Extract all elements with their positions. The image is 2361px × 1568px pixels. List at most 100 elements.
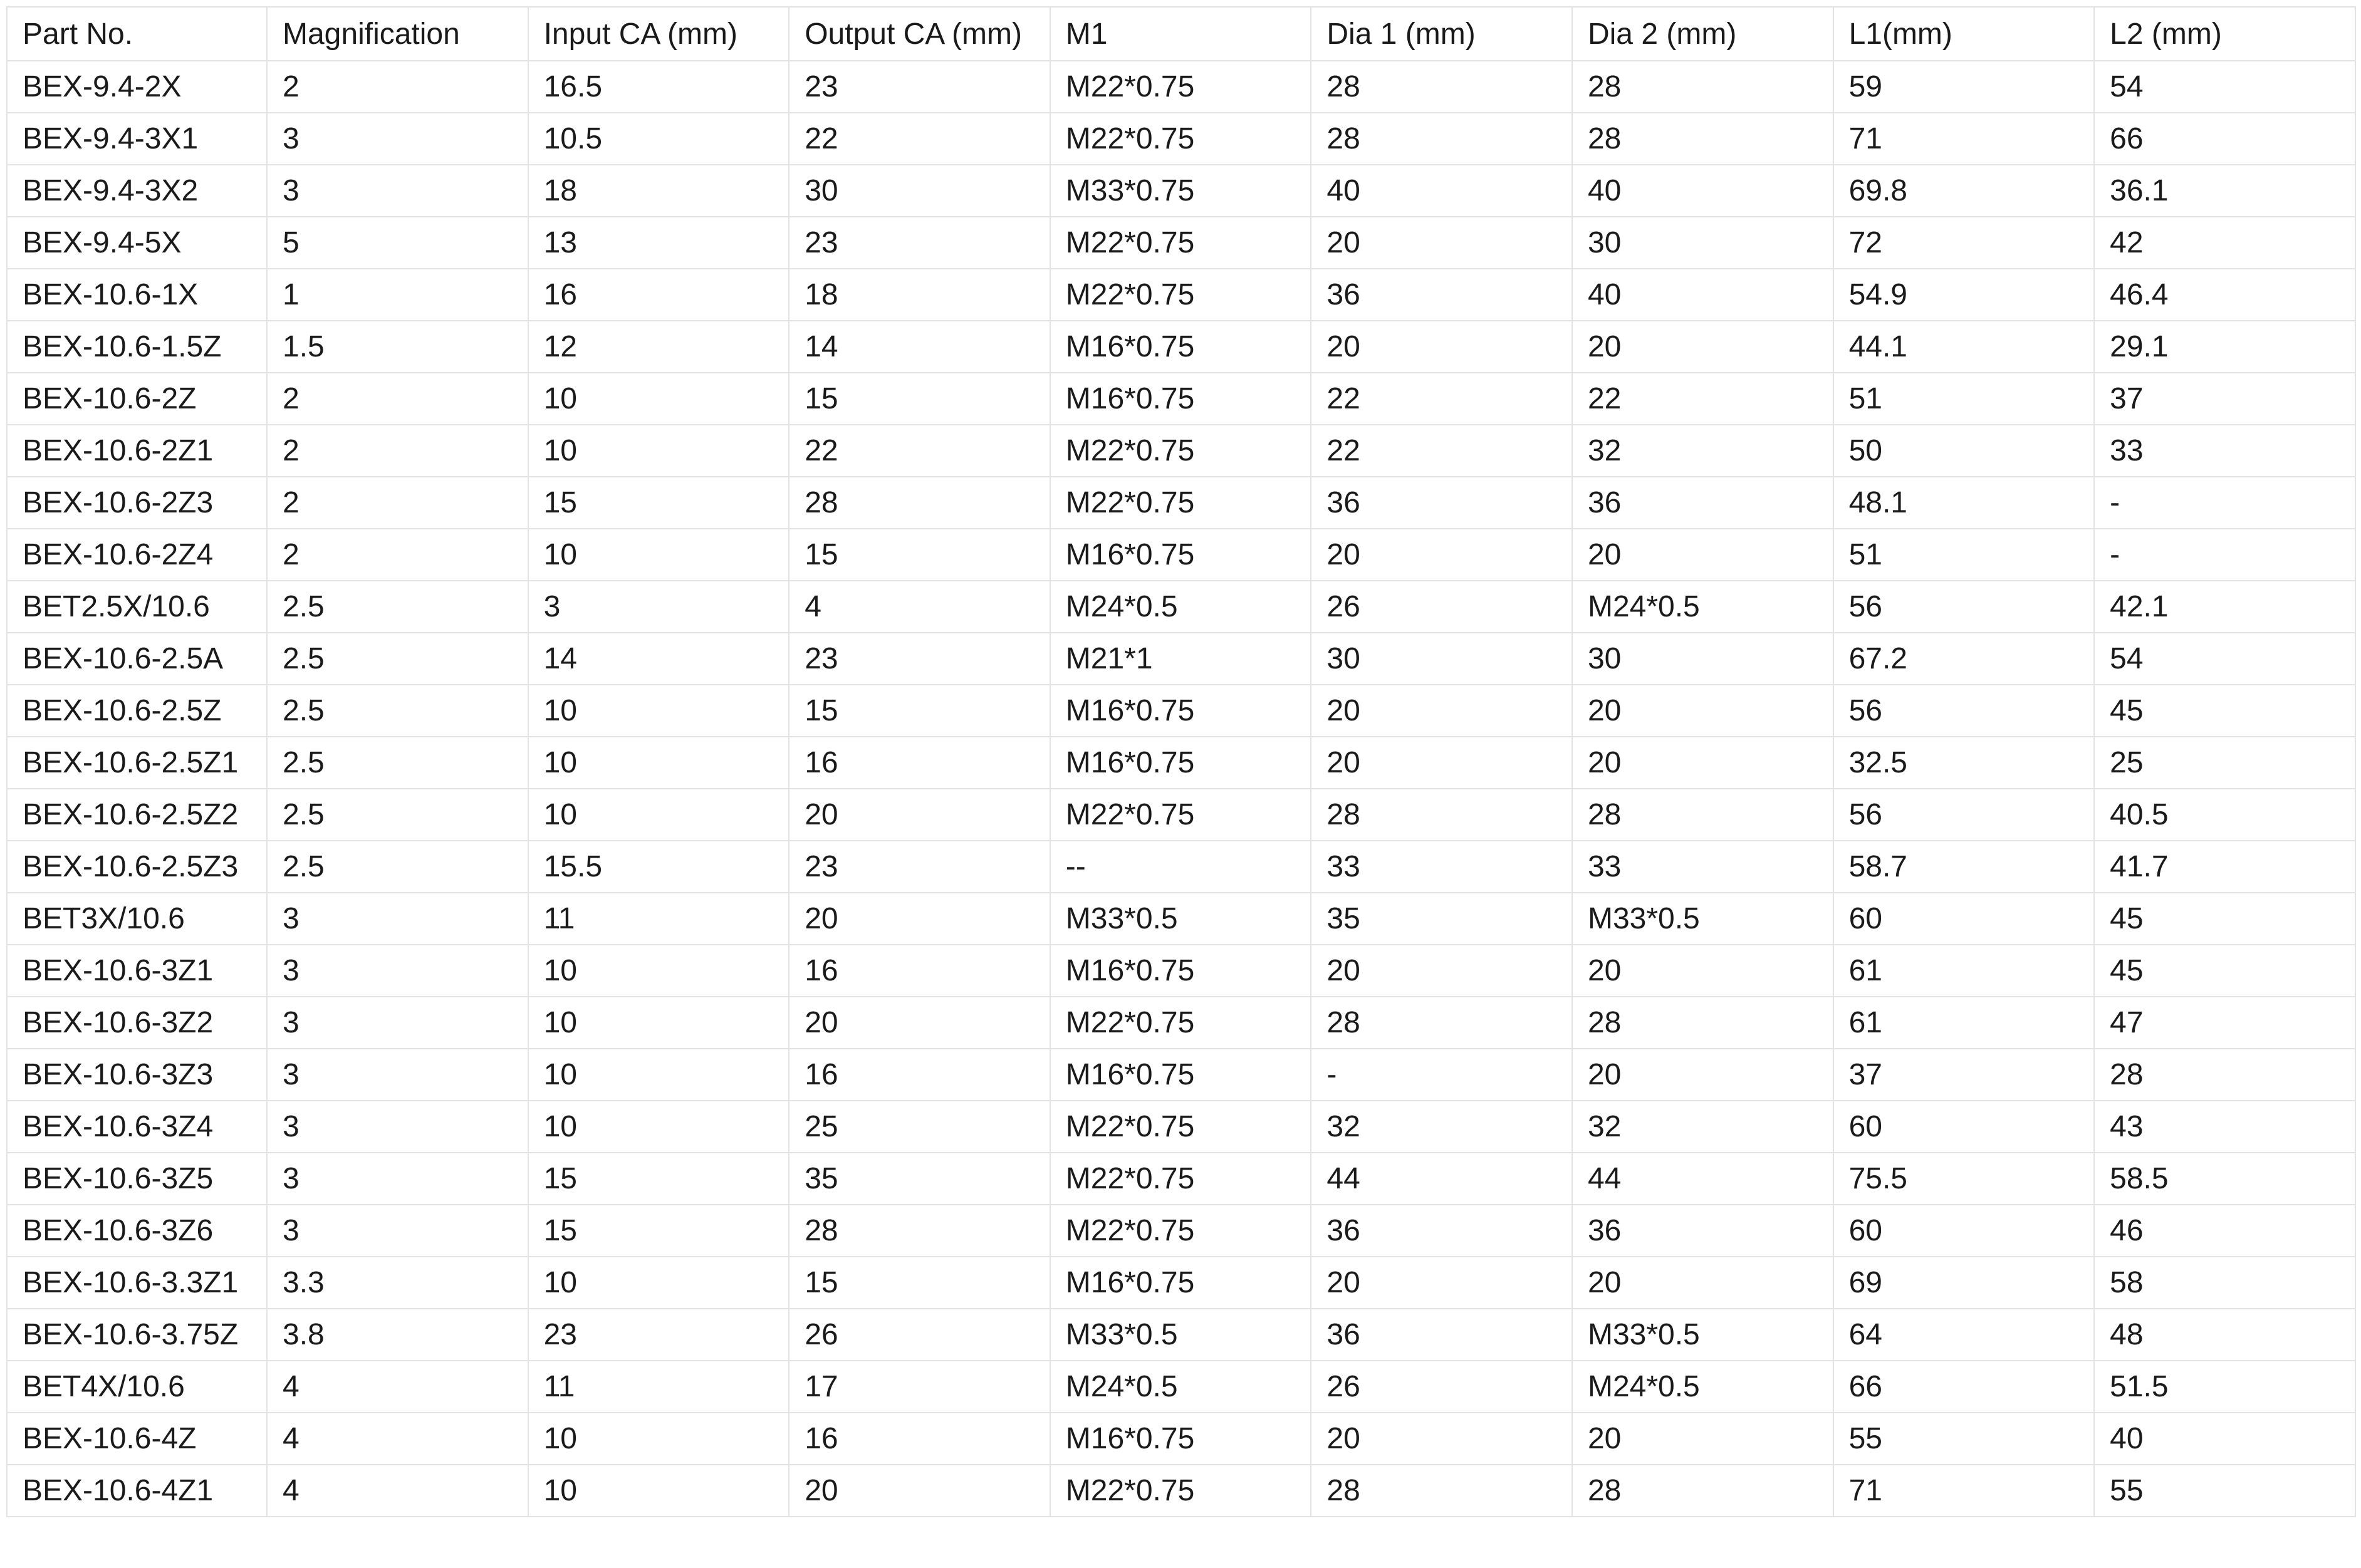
- cell-dia-2: 28: [1571, 996, 1834, 1049]
- cell-m1: M24*0.5: [1049, 580, 1312, 633]
- cell-dia-2: 36: [1571, 1204, 1834, 1257]
- cell-dia-1: 44: [1310, 1152, 1573, 1205]
- cell-part-no: BEX-10.6-2Z: [6, 372, 268, 425]
- cell-dia-1: 22: [1310, 424, 1573, 477]
- cell-input-ca: 15.5: [527, 840, 790, 893]
- cell-magnification: 2.5: [266, 580, 529, 633]
- column-header-magnification: Magnification: [266, 6, 529, 61]
- cell-l1: 50: [1832, 424, 2095, 477]
- cell-l2: 66: [2093, 112, 2356, 165]
- cell-m1: M33*0.5: [1049, 1308, 1312, 1361]
- cell-dia-1: 35: [1310, 892, 1573, 945]
- cell-m1: M22*0.75: [1049, 1100, 1312, 1153]
- table-row: BEX-10.6-4Z1 4 10 20 M22*0.75 28 28 71 55: [6, 1464, 2356, 1517]
- table-row: BEX-10.6-3Z1 3 10 16 M16*0.75 20 20 61 45: [6, 944, 2356, 997]
- cell-dia-1: 36: [1310, 1308, 1573, 1361]
- cell-magnification: 3: [266, 996, 529, 1049]
- cell-magnification: 3: [266, 1152, 529, 1205]
- cell-l2: 42: [2093, 216, 2356, 269]
- cell-dia-1: 20: [1310, 944, 1573, 997]
- table-row: BEX-10.6-3Z2 3 10 20 M22*0.75 28 28 61 47: [6, 996, 2356, 1049]
- cell-input-ca: 10: [527, 736, 790, 789]
- cell-l1: 60: [1832, 1100, 2095, 1153]
- cell-dia-1: 20: [1310, 736, 1573, 789]
- cell-dia-1: 20: [1310, 684, 1573, 737]
- cell-part-no: BEX-10.6-3Z4: [6, 1100, 268, 1153]
- table-row: BEX-10.6-2Z4 2 10 15 M16*0.75 20 20 51-: [6, 528, 2356, 581]
- table-row: BEX-10.6-3Z4 3 10 25 M22*0.75 32 32 60 43: [6, 1100, 2356, 1153]
- cell-l2: 45: [2093, 892, 2356, 945]
- cell-part-no: BEX-9.4-3X2: [6, 164, 268, 217]
- table-row: BEX-9.4-3X2 3 18 30 M33*0.75 40 40 69.8 36.1: [6, 164, 2356, 217]
- cell-magnification: 2: [266, 476, 529, 529]
- cell-l1: 61: [1832, 944, 2095, 997]
- cell-m1: M33*0.5: [1049, 892, 1312, 945]
- cell-dia-1: 20: [1310, 216, 1573, 269]
- cell-l1: 59: [1832, 60, 2095, 113]
- cell-dia-2: M33*0.5: [1571, 892, 1834, 945]
- cell-m1: M22*0.75: [1049, 788, 1312, 841]
- cell-part-no: BEX-10.6-3.3Z1: [6, 1256, 268, 1309]
- cell-input-ca: 16.5: [527, 60, 790, 113]
- cell-l2: 58.5: [2093, 1152, 2356, 1205]
- cell-l2: 54: [2093, 60, 2356, 113]
- cell-dia-2: 30: [1571, 632, 1834, 685]
- cell-dia-1: 36: [1310, 268, 1573, 321]
- column-header-m1: M1: [1049, 6, 1312, 61]
- cell-dia-1: 36: [1310, 476, 1573, 529]
- cell-input-ca: 23: [527, 1308, 790, 1361]
- cell-dia-2: 20: [1571, 944, 1834, 997]
- cell-input-ca: 14: [527, 632, 790, 685]
- cell-magnification: 2.5: [266, 788, 529, 841]
- cell-output-ca: 15: [788, 1256, 1051, 1309]
- cell-l2: 42.1: [2093, 580, 2356, 633]
- cell-dia-2: 32: [1571, 1100, 1834, 1153]
- cell-magnification: 2: [266, 528, 529, 581]
- cell-input-ca: 10: [527, 1256, 790, 1309]
- table-row: BEX-9.4-3X1 3 10.5 22 M22*0.75 28 28 71 66: [6, 112, 2356, 165]
- cell-dia-1: 22: [1310, 372, 1573, 425]
- cell-m1: M16*0.75: [1049, 1048, 1312, 1101]
- cell-magnification: 2: [266, 60, 529, 113]
- cell-magnification: 4: [266, 1360, 529, 1413]
- table-row: BET4X/10.6 4 11 17 M24*0.5 26 M24*0.5 66 51.5: [6, 1360, 2356, 1413]
- cell-part-no: BEX-10.6-2Z4: [6, 528, 268, 581]
- cell-output-ca: 23: [788, 632, 1051, 685]
- table-row: BEX-10.6-1.5Z 1.5 12 14 M16*0.75 20 20 44.1 29.1: [6, 320, 2356, 373]
- cell-l2: 47: [2093, 996, 2356, 1049]
- cell-dia-2: 44: [1571, 1152, 1834, 1205]
- cell-dia-2: 22: [1571, 372, 1834, 425]
- cell-l1: 58.7: [1832, 840, 2095, 893]
- table-row: BEX-10.6-2Z 2 10 15 M16*0.75 22 22 51 37: [6, 372, 2356, 425]
- cell-output-ca: 28: [788, 476, 1051, 529]
- cell-l2: 36.1: [2093, 164, 2356, 217]
- cell-dia-2: 20: [1571, 1412, 1834, 1465]
- cell-output-ca: 15: [788, 528, 1051, 581]
- cell-output-ca: 23: [788, 60, 1051, 113]
- cell-dia-2: 40: [1571, 164, 1834, 217]
- table-row: BEX-10.6-1X 1 16 18 M22*0.75 36 40 54.9 46.4: [6, 268, 2356, 321]
- table-row: BEX-10.6-3Z5 3 15 35 M22*0.75 44 44 75.5 58.5: [6, 1152, 2356, 1205]
- cell-input-ca: 12: [527, 320, 790, 373]
- cell-m1: M16*0.75: [1049, 1256, 1312, 1309]
- cell-input-ca: 15: [527, 1152, 790, 1205]
- cell-input-ca: 10: [527, 424, 790, 477]
- cell-l1: 44.1: [1832, 320, 2095, 373]
- cell-l1: 48.1: [1832, 476, 2095, 529]
- cell-dia-1: 20: [1310, 1412, 1573, 1465]
- cell-m1: M22*0.75: [1049, 112, 1312, 165]
- cell-l2: 33: [2093, 424, 2356, 477]
- cell-l1: 54.9: [1832, 268, 2095, 321]
- table-row: BEX-10.6-3.75Z 3.8 23 26 M33*0.5 36 M33*0.5 64 4…: [6, 1308, 2356, 1361]
- cell-input-ca: 10: [527, 1048, 790, 1101]
- cell-l2: 29.1: [2093, 320, 2356, 373]
- header-row: Part No. Magnification Input CA (mm) Output…: [6, 6, 2356, 61]
- cell-l2: -: [2093, 476, 2356, 529]
- cell-magnification: 2.5: [266, 736, 529, 789]
- cell-part-no: BEX-10.6-3Z5: [6, 1152, 268, 1205]
- cell-magnification: 3: [266, 112, 529, 165]
- cell-magnification: 3.3: [266, 1256, 529, 1309]
- cell-m1: M16*0.75: [1049, 736, 1312, 789]
- cell-output-ca: 23: [788, 216, 1051, 269]
- cell-l1: 60: [1832, 1204, 2095, 1257]
